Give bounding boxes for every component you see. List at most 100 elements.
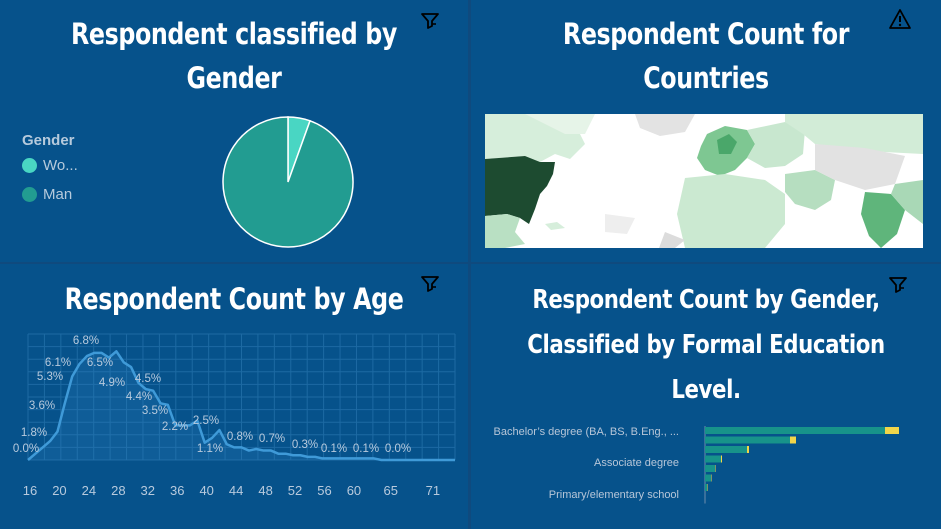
map-region-mexico[interactable] xyxy=(485,214,525,248)
age-x-tick: 60 xyxy=(347,483,361,498)
age-x-tick: 36 xyxy=(170,483,184,498)
age-area xyxy=(28,351,455,460)
countries-title-line2: Countries xyxy=(643,61,769,95)
gender-panel: Respondent classified by Gender Gender W… xyxy=(0,0,468,262)
gender-title-line2: Gender xyxy=(186,61,282,95)
edu-bar-man xyxy=(705,465,715,472)
education-bar-chart xyxy=(704,426,899,504)
legend-item-woman[interactable]: Wo... xyxy=(22,157,78,174)
age-data-label: 2.2% xyxy=(162,421,188,433)
countries-map[interactable] xyxy=(485,114,923,248)
education-panel: Respondent Count by Gender, Classified b… xyxy=(471,264,941,529)
age-data-label: 0.0% xyxy=(385,443,411,455)
age-data-label: 5.3% xyxy=(37,371,63,383)
edu-bar-woman xyxy=(711,474,712,482)
edu-bar-man xyxy=(705,484,707,491)
age-line-chart: 0.0% 1.8% 3.6% 5.3% 6.1%6.8% 6.5% 4.9% 4.5% 4.4%… xyxy=(13,333,456,498)
age-data-label: 4.5% xyxy=(135,373,161,385)
map-region-caribbean xyxy=(545,222,565,230)
map-region-china[interactable] xyxy=(891,180,923,224)
edu-bar-woman xyxy=(790,436,796,444)
edu-bar-man xyxy=(705,436,790,444)
edu-label-bachelor: Bachelor’s degree (BA, BS, B.Eng., ... xyxy=(493,426,679,438)
map-region-europe-east[interactable] xyxy=(747,122,805,168)
map-region-middle-east[interactable] xyxy=(785,170,835,210)
age-data-label: 6.8% xyxy=(73,335,99,347)
edu-bar-man xyxy=(705,474,711,482)
gender-pie-chart xyxy=(222,116,354,248)
age-panel: Respondent Count by Age 0.0% 1.8% 3.6% 5.3%… xyxy=(0,264,468,529)
age-data-label: 4.4% xyxy=(126,391,152,403)
age-data-label: 0.8% xyxy=(227,431,253,443)
age-x-tick: 48 xyxy=(258,483,272,498)
education-title-line1: Respondent Count by Gender, xyxy=(532,285,880,315)
filter-icon[interactable] xyxy=(887,274,909,301)
edu-label-associate: Associate degree xyxy=(594,457,679,469)
age-x-tick: 24 xyxy=(82,483,96,498)
age-data-label: 0.1% xyxy=(321,443,347,455)
countries-title-line1: Respondent Count for xyxy=(562,17,850,51)
edu-bar-man xyxy=(705,446,747,453)
age-data-label: 0.7% xyxy=(259,433,285,445)
map-region-ocean-spot-2 xyxy=(659,232,685,248)
filter-icon[interactable] xyxy=(419,10,441,37)
age-grid xyxy=(27,333,456,461)
age-x-tick: 28 xyxy=(111,483,125,498)
warning-icon[interactable] xyxy=(888,8,912,35)
age-data-label: 3.6% xyxy=(29,400,55,412)
edu-bar-woman xyxy=(715,465,716,472)
education-title-line2: Classified by Formal Education xyxy=(527,330,885,360)
legend-label-woman: Wo... xyxy=(43,157,78,174)
age-data-label: 1.8% xyxy=(21,427,47,439)
age-data-label: 6.5% xyxy=(87,357,113,369)
countries-panel: Respondent Count for Countries xyxy=(471,0,941,262)
legend-dot-man xyxy=(22,187,37,202)
map-region-russia[interactable] xyxy=(785,114,923,154)
age-data-label: 1.1% xyxy=(197,443,223,455)
age-data-label: 4.9% xyxy=(99,377,125,389)
age-x-tick: 52 xyxy=(288,483,302,498)
pie-slice-man[interactable] xyxy=(222,116,354,248)
legend-title: Gender xyxy=(22,132,75,149)
filter-icon[interactable] xyxy=(419,273,441,300)
age-line xyxy=(27,350,455,462)
age-data-label: 0.0% xyxy=(13,443,39,455)
countries-title: Respondent Count for Countries xyxy=(513,12,898,100)
age-x-tick: 65 xyxy=(384,483,398,498)
age-x-tick: 44 xyxy=(229,483,243,498)
age-data-label: 2.5% xyxy=(193,415,219,427)
edu-bar-woman xyxy=(747,446,749,453)
age-data-label: 0.1% xyxy=(353,443,379,455)
age-x-tick: 56 xyxy=(317,483,331,498)
map-region-africa[interactable] xyxy=(677,174,785,248)
age-x-tick: 40 xyxy=(199,483,213,498)
edu-label-primary: Primary/elementary school xyxy=(548,489,679,501)
age-title: Respondent Count by Age xyxy=(64,282,404,316)
map-region-usa[interactable] xyxy=(485,156,555,224)
legend-item-man[interactable]: Man xyxy=(22,186,78,203)
age-data-label: 0.3% xyxy=(292,439,318,451)
gender-title-line1: Respondent classified by xyxy=(71,17,397,51)
map-region-arctic xyxy=(525,114,595,134)
legend-label-man: Man xyxy=(43,186,73,203)
gender-title: Respondent classified by Gender xyxy=(42,12,426,100)
map-region-greenland xyxy=(635,114,695,136)
legend-dot-woman xyxy=(22,158,37,173)
age-data-label: 6.1% xyxy=(45,357,71,369)
edu-bar-woman xyxy=(721,455,722,463)
age-x-tick: 71 xyxy=(426,483,440,498)
map-region-india[interactable] xyxy=(861,192,905,248)
map-region-uk[interactable] xyxy=(717,134,737,154)
map-region-ocean-spot xyxy=(605,214,635,234)
map-region-central-asia xyxy=(815,144,905,190)
edu-bar-man xyxy=(705,427,885,434)
edu-bar-woman xyxy=(707,484,708,491)
edu-bar-woman xyxy=(885,427,899,434)
gender-legend: Gender Wo... Man xyxy=(22,132,78,215)
age-x-tick: 32 xyxy=(141,483,155,498)
age-x-tick: 16 xyxy=(23,483,37,498)
age-data-label: 3.5% xyxy=(142,405,168,417)
education-title-line3: Level. xyxy=(671,375,741,405)
age-x-tick: 20 xyxy=(52,483,66,498)
